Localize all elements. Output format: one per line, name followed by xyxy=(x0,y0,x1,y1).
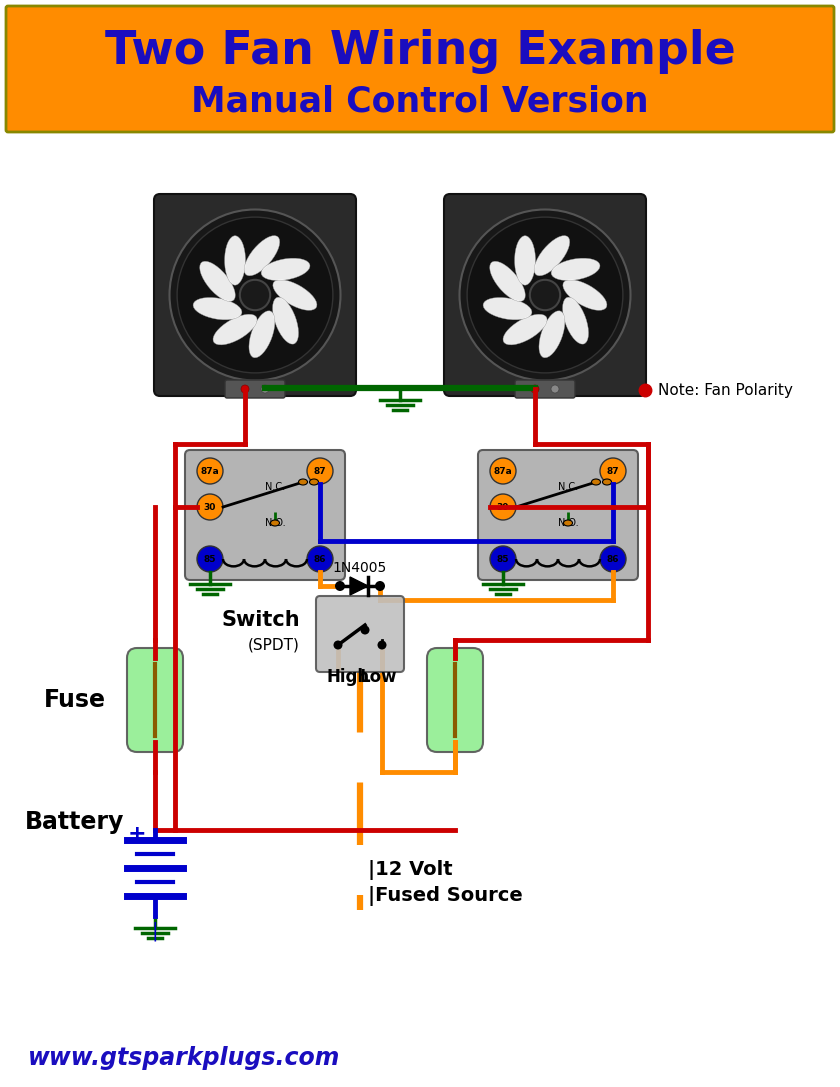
Text: 87: 87 xyxy=(313,466,326,475)
FancyBboxPatch shape xyxy=(154,193,356,396)
Ellipse shape xyxy=(273,297,298,345)
FancyBboxPatch shape xyxy=(478,450,638,580)
Ellipse shape xyxy=(270,520,280,526)
Text: 86: 86 xyxy=(314,554,326,563)
Text: N.C.: N.C. xyxy=(265,482,285,492)
Circle shape xyxy=(531,385,539,393)
Ellipse shape xyxy=(563,279,607,310)
Circle shape xyxy=(241,385,249,393)
Text: 30: 30 xyxy=(204,502,216,512)
Ellipse shape xyxy=(539,311,564,358)
Text: N.O.: N.O. xyxy=(265,518,286,528)
Ellipse shape xyxy=(200,261,235,301)
Text: 86: 86 xyxy=(606,554,619,563)
Circle shape xyxy=(261,385,269,393)
Circle shape xyxy=(530,279,560,310)
Text: |Fused Source: |Fused Source xyxy=(368,886,522,905)
Text: High: High xyxy=(327,669,370,686)
Circle shape xyxy=(197,458,223,484)
Ellipse shape xyxy=(249,311,275,358)
Text: Battery: Battery xyxy=(25,810,124,834)
Text: 85: 85 xyxy=(204,554,216,563)
Circle shape xyxy=(600,546,626,572)
Text: Note: Fan Polarity: Note: Fan Polarity xyxy=(658,383,793,398)
Text: |: | xyxy=(152,922,158,940)
Text: Switch: Switch xyxy=(222,610,300,630)
Circle shape xyxy=(490,546,516,572)
FancyBboxPatch shape xyxy=(515,380,575,398)
Ellipse shape xyxy=(490,261,525,301)
Ellipse shape xyxy=(551,259,600,280)
Text: 85: 85 xyxy=(496,554,509,563)
Circle shape xyxy=(170,210,340,380)
Text: 87: 87 xyxy=(606,466,619,475)
Circle shape xyxy=(239,279,270,310)
Circle shape xyxy=(197,493,223,520)
Circle shape xyxy=(377,640,386,650)
Ellipse shape xyxy=(483,298,532,320)
FancyBboxPatch shape xyxy=(427,648,483,752)
Circle shape xyxy=(197,546,223,572)
Ellipse shape xyxy=(193,298,242,320)
Text: 30: 30 xyxy=(496,502,509,512)
Text: N.O.: N.O. xyxy=(558,518,578,528)
Circle shape xyxy=(600,458,626,484)
Text: Manual Control Version: Manual Control Version xyxy=(192,85,648,118)
Text: 87a: 87a xyxy=(494,466,512,475)
Circle shape xyxy=(490,458,516,484)
Text: Fuse: Fuse xyxy=(44,688,106,712)
FancyBboxPatch shape xyxy=(127,648,183,752)
Ellipse shape xyxy=(298,479,307,485)
Ellipse shape xyxy=(602,479,612,485)
FancyBboxPatch shape xyxy=(185,450,345,580)
Ellipse shape xyxy=(503,314,547,345)
Ellipse shape xyxy=(563,297,589,345)
Circle shape xyxy=(307,546,333,572)
Ellipse shape xyxy=(273,279,317,310)
Circle shape xyxy=(335,580,345,591)
Text: Low: Low xyxy=(360,669,396,686)
Text: Two Fan Wiring Example: Two Fan Wiring Example xyxy=(105,29,735,75)
Circle shape xyxy=(467,217,623,373)
Ellipse shape xyxy=(213,314,257,345)
Ellipse shape xyxy=(309,479,318,485)
FancyBboxPatch shape xyxy=(316,596,404,672)
FancyBboxPatch shape xyxy=(444,193,646,396)
Circle shape xyxy=(307,458,333,484)
Ellipse shape xyxy=(564,520,573,526)
Text: (SPDT): (SPDT) xyxy=(248,637,300,652)
FancyBboxPatch shape xyxy=(6,7,834,132)
Circle shape xyxy=(177,217,333,373)
Text: www.gtsparkplugs.com: www.gtsparkplugs.com xyxy=(28,1046,340,1070)
Text: |12 Volt: |12 Volt xyxy=(368,860,453,880)
Ellipse shape xyxy=(244,236,280,276)
Circle shape xyxy=(360,625,370,635)
FancyBboxPatch shape xyxy=(225,380,285,398)
Text: +: + xyxy=(128,824,146,844)
Ellipse shape xyxy=(591,479,601,485)
Ellipse shape xyxy=(224,236,245,285)
Polygon shape xyxy=(350,577,368,595)
Text: N.C.: N.C. xyxy=(558,482,578,492)
Circle shape xyxy=(551,385,559,393)
Circle shape xyxy=(375,580,385,591)
Text: 1N4005: 1N4005 xyxy=(333,561,387,575)
Text: 87a: 87a xyxy=(201,466,219,475)
Ellipse shape xyxy=(534,236,570,276)
Circle shape xyxy=(333,640,343,650)
Ellipse shape xyxy=(515,236,536,285)
Circle shape xyxy=(490,493,516,520)
Ellipse shape xyxy=(261,259,310,280)
Circle shape xyxy=(459,210,631,380)
